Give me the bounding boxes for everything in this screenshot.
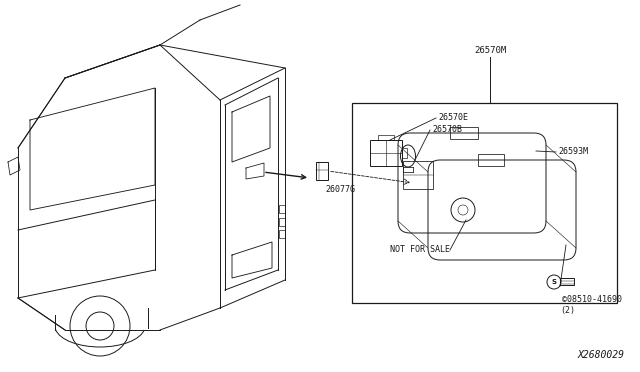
Text: 26570B: 26570B — [432, 125, 462, 135]
Bar — [316, 162, 328, 180]
Text: 26593M: 26593M — [558, 148, 588, 157]
Text: (2): (2) — [561, 307, 575, 315]
Bar — [279, 230, 285, 238]
Text: 26570E: 26570E — [438, 113, 468, 122]
Text: 26570M: 26570M — [474, 46, 506, 55]
Bar — [403, 161, 433, 189]
Bar — [352, 103, 617, 303]
Text: 26077G: 26077G — [325, 186, 355, 195]
Bar — [560, 278, 574, 285]
Text: X2680029: X2680029 — [578, 350, 625, 360]
Text: S: S — [552, 279, 557, 285]
Bar — [279, 205, 285, 213]
Text: ©08510-41690: ©08510-41690 — [562, 295, 622, 305]
Text: NOT FOR SALE: NOT FOR SALE — [390, 246, 450, 254]
Bar — [370, 140, 402, 166]
Bar — [378, 135, 394, 140]
Bar — [450, 127, 478, 139]
Bar — [478, 154, 504, 166]
Bar — [279, 218, 285, 226]
Bar — [402, 148, 407, 158]
